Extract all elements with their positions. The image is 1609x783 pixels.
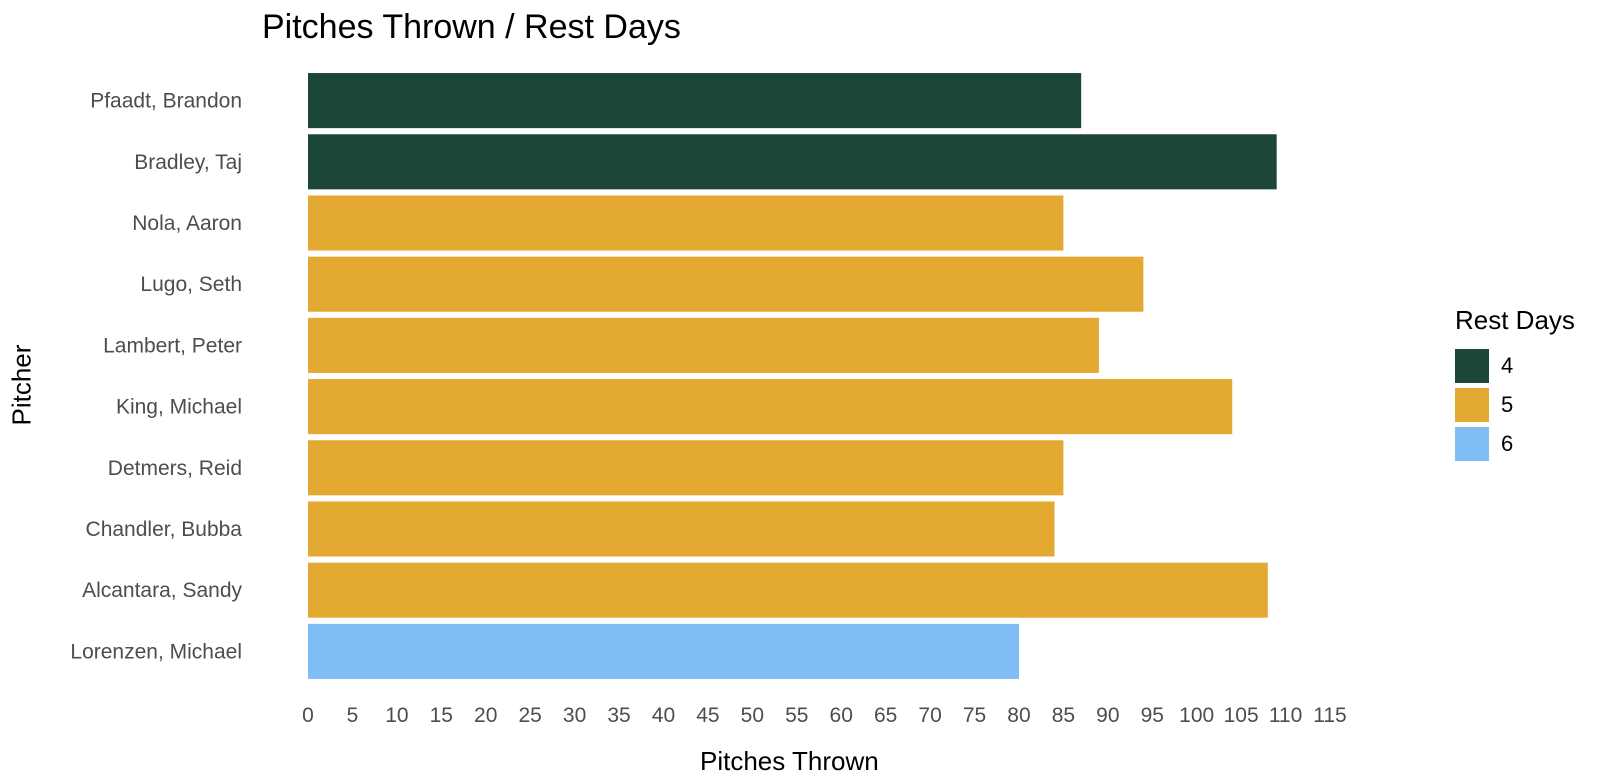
x-tick-label: 90	[1096, 704, 1119, 727]
legend-item-6: 6	[1455, 424, 1575, 463]
legend-label-5: 5	[1501, 391, 1514, 417]
x-tick-label: 10	[385, 704, 408, 727]
y-tick-label: Nola, Aaron	[132, 212, 242, 235]
chart-title: Pitches Thrown / Rest Days	[262, 8, 681, 46]
legend-label-4: 4	[1501, 352, 1514, 378]
x-tick-label: 105	[1224, 704, 1259, 727]
x-axis-title: Pitches Thrown	[700, 746, 879, 776]
bar-king-michael	[308, 379, 1233, 435]
legend-label-6: 6	[1501, 430, 1514, 456]
bar-lugo-seth	[308, 256, 1144, 312]
y-tick-label: Detmers, Reid	[108, 457, 242, 480]
bar-chandler-bubba	[308, 501, 1055, 557]
bar-lambert-peter	[308, 317, 1099, 373]
bar-detmers-reid	[308, 440, 1064, 496]
y-tick-label: Lambert, Peter	[103, 334, 242, 357]
x-tick-label: 70	[918, 704, 941, 727]
x-tick-label: 55	[785, 704, 808, 727]
x-tick-label: 65	[874, 704, 897, 727]
x-tick-label: 80	[1007, 704, 1030, 727]
y-tick-label: Bradley, Taj	[134, 151, 242, 174]
bar-pfaadt-brandon	[308, 73, 1082, 129]
x-tick-label: 60	[830, 704, 853, 727]
x-tick-label: 15	[430, 704, 453, 727]
x-tick-label: 50	[741, 704, 764, 727]
x-tick-label: 40	[652, 704, 675, 727]
x-tick-label: 35	[607, 704, 630, 727]
x-tick-label: 100	[1179, 704, 1214, 727]
legend: Rest Days 4 5 6	[1455, 305, 1575, 463]
x-tick-label: 110	[1269, 704, 1302, 727]
y-tick-label: Chandler, Bubba	[86, 518, 243, 541]
bar-bradley-taj	[308, 134, 1277, 190]
bar-nola-aaron	[308, 195, 1064, 251]
bar-alcantara-sandy	[308, 562, 1268, 618]
x-tick-label: 45	[696, 704, 719, 727]
legend-swatch-4	[1455, 348, 1489, 383]
legend-swatch-5	[1455, 387, 1489, 422]
x-tick-label: 20	[474, 704, 497, 727]
legend-item-4: 4	[1455, 346, 1575, 385]
y-tick-label: Lugo, Seth	[140, 273, 242, 296]
x-tick-label: 95	[1141, 704, 1164, 727]
x-tick-label: 75	[963, 704, 986, 727]
x-tick-label: 115	[1313, 704, 1346, 727]
x-tick-label: 85	[1052, 704, 1075, 727]
legend-item-5: 5	[1455, 385, 1575, 424]
x-tick-label: 5	[347, 704, 359, 727]
x-tick-label: 30	[563, 704, 586, 727]
y-tick-label: Alcantara, Sandy	[82, 579, 242, 602]
y-tick-label: King, Michael	[116, 396, 242, 419]
y-tick-label: Lorenzen, Michael	[70, 640, 242, 663]
bar-lorenzen-michael	[308, 623, 1019, 679]
legend-swatch-6	[1455, 426, 1489, 461]
x-tick-label: 0	[302, 704, 314, 727]
y-tick-label: Pfaadt, Brandon	[90, 90, 242, 113]
legend-title: Rest Days	[1455, 305, 1575, 335]
x-tick-label: 25	[518, 704, 541, 727]
